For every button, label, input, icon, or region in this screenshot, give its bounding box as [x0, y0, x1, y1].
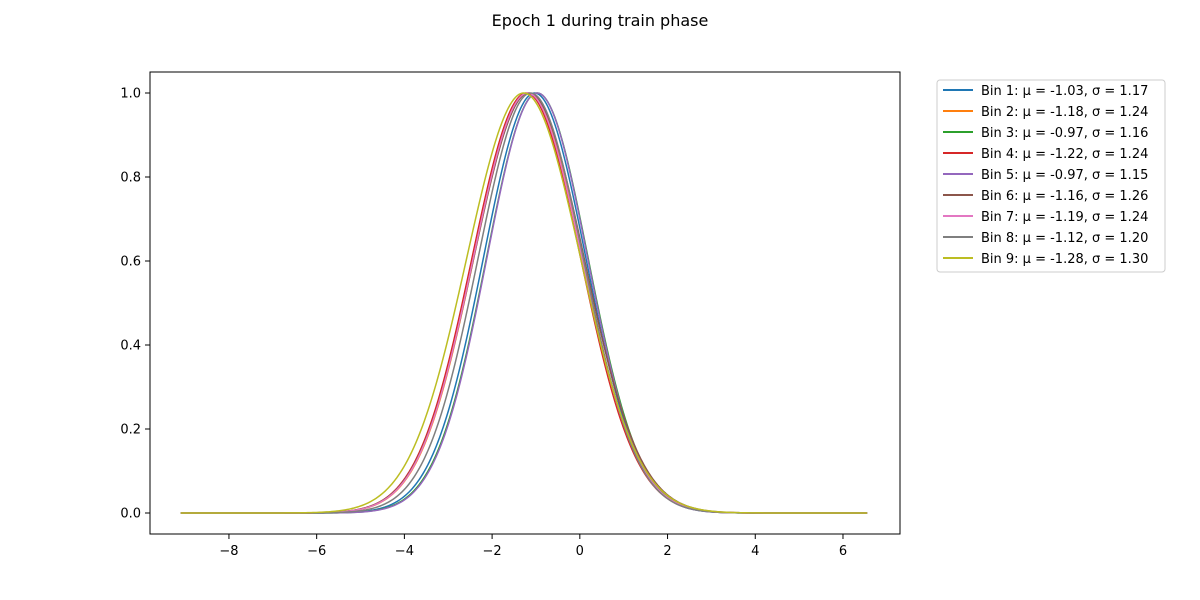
y-axis: 0.0 0.2 0.4 0.6 0.8 1.0	[120, 87, 150, 522]
x-tick-label: −2	[483, 544, 502, 559]
series-line-bin-6	[180, 92, 868, 514]
y-tick-label: 0.6	[120, 255, 141, 270]
legend-label-bin-2: Bin 2: μ = -1.18, σ = 1.24	[981, 105, 1148, 120]
legend-label-bin-6: Bin 6: μ = -1.16, σ = 1.26	[981, 189, 1148, 204]
x-axis: −8 −6 −4 −2 0 2 4 6	[219, 534, 847, 559]
x-tick-label: −8	[219, 544, 238, 559]
y-tick-label: 0.0	[120, 507, 141, 522]
x-tick-label: 0	[576, 544, 584, 559]
series-line-bin-1	[180, 92, 868, 514]
legend-label-bin-7: Bin 7: μ = -1.19, σ = 1.24	[981, 210, 1148, 225]
x-tick-label: 4	[751, 544, 759, 559]
legend-label-bin-1: Bin 1: μ = -1.03, σ = 1.17	[981, 84, 1148, 99]
series-line-bin-7	[180, 92, 868, 514]
y-tick-label: 1.0	[120, 87, 141, 102]
series-line-bin-2	[180, 92, 868, 514]
legend-label-bin-5: Bin 5: μ = -0.97, σ = 1.15	[981, 168, 1148, 183]
legend-label-bin-8: Bin 8: μ = -1.12, σ = 1.20	[981, 231, 1148, 246]
legend-box	[936, 79, 1166, 273]
series-line-bin-9	[180, 92, 868, 514]
y-tick-label: 0.2	[120, 423, 141, 438]
legend-label-bin-3: Bin 3: μ = -0.97, σ = 1.16	[981, 126, 1148, 141]
series-line-bin-4	[180, 92, 868, 514]
series-line-bin-5	[180, 92, 868, 514]
x-tick-label: −4	[395, 544, 414, 559]
x-tick-label: 2	[663, 544, 671, 559]
y-tick-label: 0.8	[120, 171, 141, 186]
legend-label-bin-4: Bin 4: μ = -1.22, σ = 1.24	[981, 147, 1148, 162]
series-line-bin-8	[180, 92, 868, 514]
x-tick-label: −6	[307, 544, 326, 559]
curves-group	[180, 92, 868, 514]
x-tick-label: 6	[839, 544, 847, 559]
chart-title: Epoch 1 during train phase	[492, 11, 709, 30]
y-tick-label: 0.4	[120, 339, 141, 354]
plot-frame	[149, 71, 901, 535]
legend: Bin 1: μ = -1.03, σ = 1.17 Bin 2: μ = -1.…	[936, 79, 1166, 273]
series-line-bin-3	[180, 92, 868, 514]
legend-label-bin-9: Bin 9: μ = -1.28, σ = 1.30	[981, 252, 1148, 267]
